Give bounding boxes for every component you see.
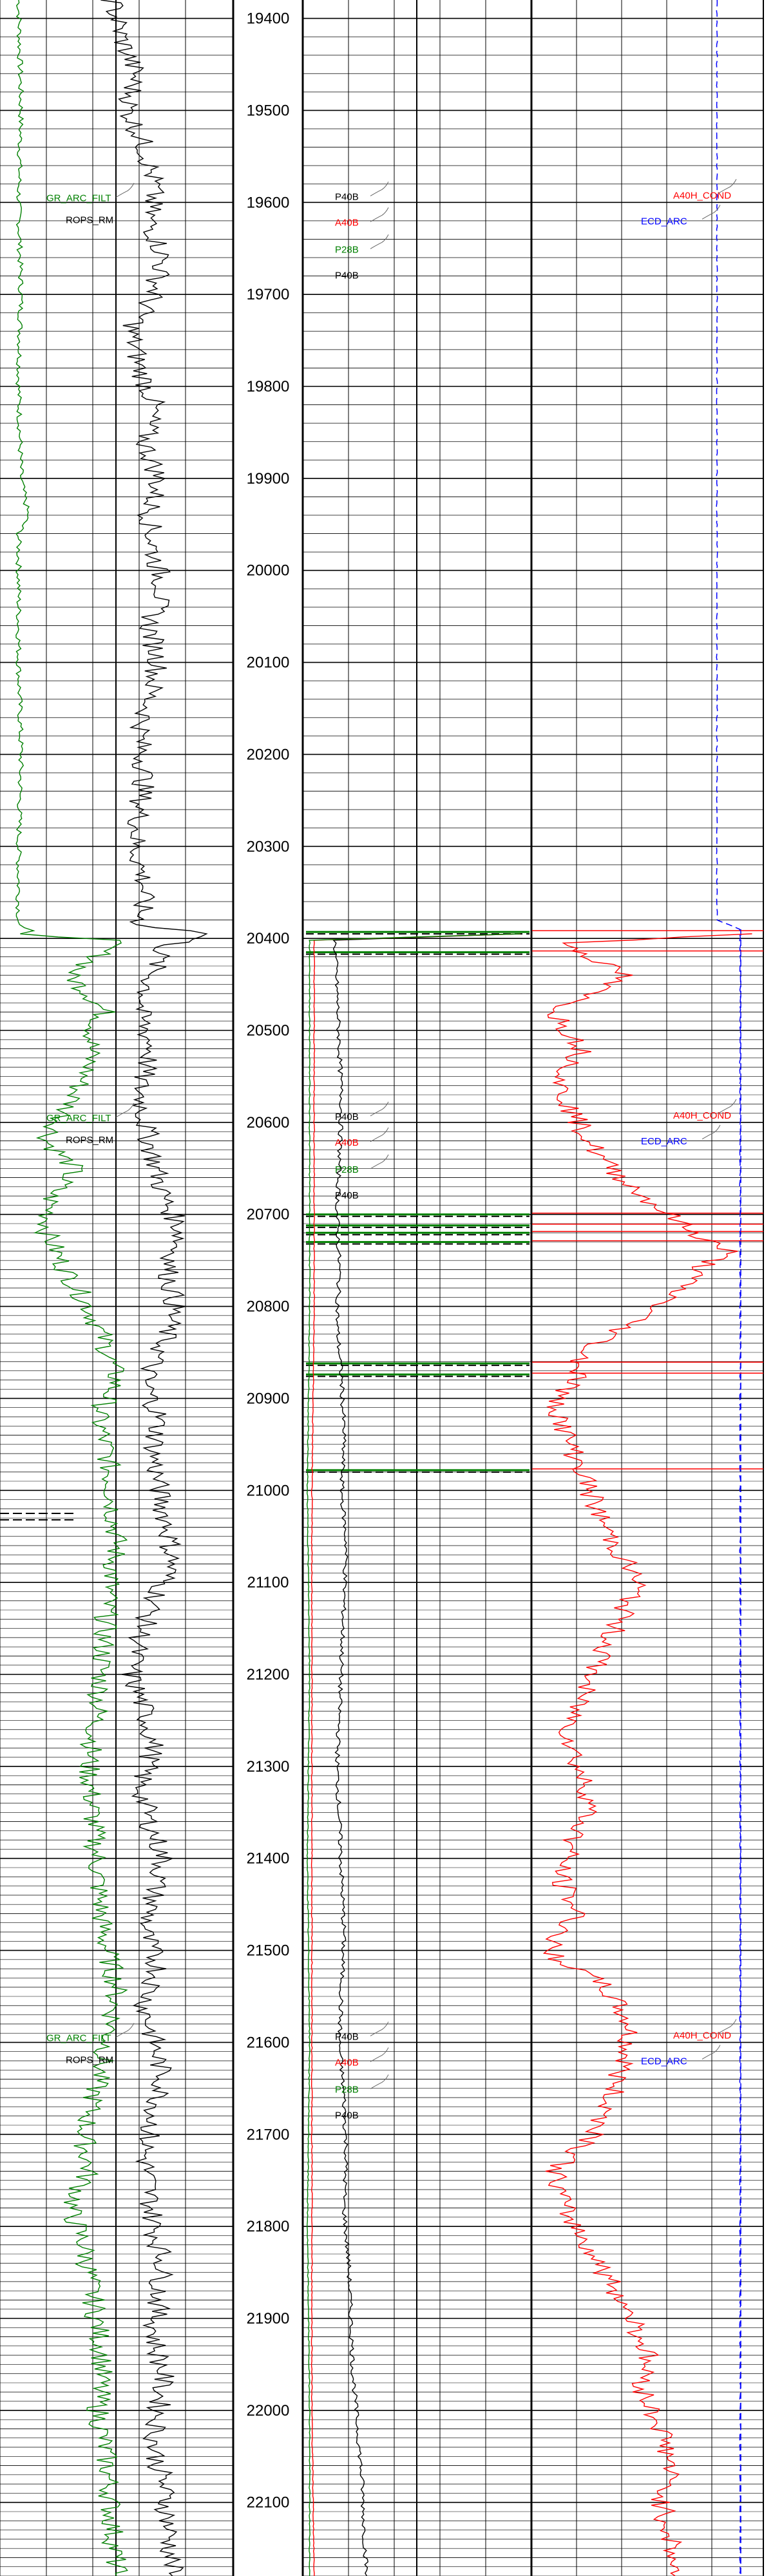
label-leader [370,2047,389,2062]
depth-tick-label: 20200 [247,746,290,763]
curve-label-a40h_cond: A40H_COND [673,2030,731,2041]
curve-label-p40b: P40B [335,191,359,202]
label-leader [115,2023,135,2038]
curve-label-p40b: P40B [335,270,359,281]
depth-tick-label: 19700 [247,286,290,303]
depth-tick-label: 19500 [247,102,290,119]
curve-label-p40b: P40B [335,2110,359,2121]
series-p28b-4 [306,933,520,2576]
depth-tick-label: 20500 [247,1022,290,1039]
curve-label-gr_arc_filt: GR_ARC_FILT [46,2032,111,2043]
depth-tick-label: 21100 [247,1574,289,1591]
label-leader [115,1103,135,1118]
curve-label-p40b: P40B [335,2031,359,2042]
curve-label-a40b: A40B [335,1137,359,1148]
depth-tick-label: 21300 [247,1758,290,1776]
curve-label-a40b: A40B [335,2057,359,2068]
depth-tick-label: 22000 [247,2402,290,2420]
label-leader [370,1127,389,1142]
depth-tick-label: 21900 [247,2310,290,2327]
curve-label-gr_arc_filt: GR_ARC_FILT [46,1113,111,1124]
series-a40b-3 [310,933,520,2576]
depth-tick-label: 21200 [247,1666,290,1683]
label-leader [370,1101,389,1117]
label-leader [370,2022,389,2036]
curve-label-p40b: P40B [335,1190,359,1201]
curve-label-ecd_arc: ECD_ARC [641,2056,687,2067]
depth-tick-label: 19400 [247,10,290,28]
depth-tick-label: 21800 [247,2218,290,2235]
series-curves [15,0,752,2576]
series-p40b-2 [332,933,522,2576]
curve-label-rops_rm: ROPS_RM [66,2054,113,2065]
depth-tick-label: 20700 [247,1206,290,1224]
depth-tick-label: 20000 [247,562,290,580]
curve-label-rops_rm: ROPS_RM [66,214,113,225]
depth-tick-label: 20800 [247,1298,290,1316]
depth-tick-label: 20100 [247,654,290,672]
depth-tick-label: 22100 [247,2494,290,2512]
label-leader [370,207,389,222]
flat-segments [0,930,763,1520]
series-ecd-6 [716,0,741,2576]
label-leader [115,183,135,198]
curve-label-p28b: P28B [335,1164,359,1175]
curve-label-ecd_arc: ECD_ARC [641,216,687,227]
curve-label-gr_arc_filt: GR_ARC_FILT [46,193,111,204]
curve-label-a40b: A40B [335,217,359,228]
label-leader [718,179,737,194]
depth-tick-label: 21500 [247,1942,290,1960]
curve-label-ecd_arc: ECD_ARC [641,1136,687,1147]
depth-axis: 19400 19500 19600 19700 19800 19900 20000 20100… [247,10,290,2512]
curve-label-p40b: P40B [335,1112,359,1122]
depth-tick-label: 20900 [247,1390,290,1407]
label-leader [370,182,389,196]
label-leader [701,205,721,220]
label-leader [370,234,389,249]
label-leader [718,1099,737,1114]
label-leader [370,1154,389,1170]
depth-tick-label: 21400 [247,1850,290,1868]
curve-label-rops_rm: ROPS_RM [66,1135,113,1146]
curve-label-a40h_cond: A40H_COND [673,1110,731,1121]
label-leader [701,2045,721,2060]
depth-tick-label: 21000 [247,1482,290,1499]
depth-tick-label: 21700 [247,2126,290,2143]
depth-tick-label: 20300 [247,838,290,855]
depth-tick-label: 19600 [247,194,290,211]
curve-label-p28b: P28B [335,2084,359,2095]
curve-labels: GR_ARC_FILT ROPS_RM P40B A40B P28B P40B A40H_C… [46,179,737,2121]
depth-tick-label: 20400 [247,930,290,947]
depth-tick-label: 20600 [247,1114,290,1132]
series-gr-0 [15,0,128,2576]
series-cond-5 [542,933,752,2576]
depth-tick-label: 19800 [247,378,290,395]
label-leader [370,2074,389,2089]
label-leader [718,2019,737,2034]
depth-tick-label: 19900 [247,470,290,488]
label-leader [701,1124,721,1140]
curve-label-a40h_cond: A40H_COND [673,190,731,201]
series-rop-1 [100,0,208,2576]
depth-tick-label: 21600 [247,2034,290,2051]
curve-label-p28b: P28B [335,244,359,255]
